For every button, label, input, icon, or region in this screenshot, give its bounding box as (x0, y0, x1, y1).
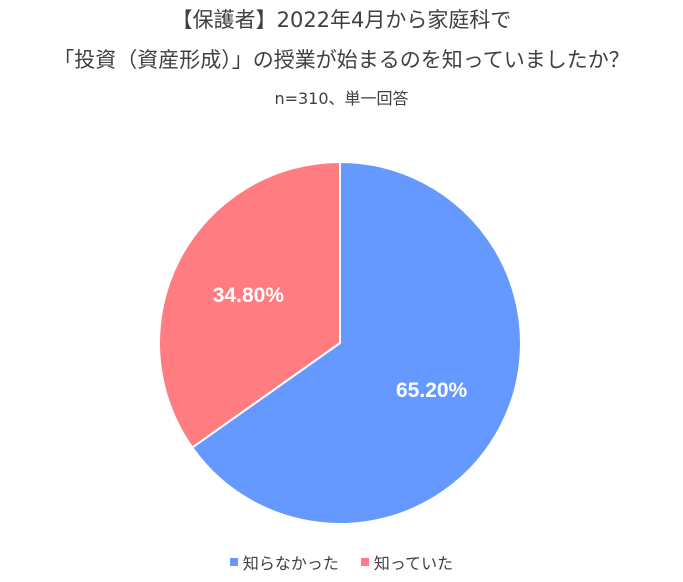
chart-legend: 知らなかった 知っていた (0, 550, 683, 574)
pie-slice-1 (158, 160, 341, 449)
data-label-1: 34.80% (213, 284, 285, 307)
pie-chart: 65.20% 34.80% (158, 160, 522, 525)
legend-item-1: 知っていた (360, 550, 454, 574)
legend-label-1: 知っていた (373, 554, 454, 573)
data-label-0: 65.20% (396, 379, 468, 402)
legend-swatch-0 (229, 558, 238, 566)
pie-slice-0 (190, 160, 522, 525)
legend-swatch-1 (360, 558, 369, 566)
chart-subtitle: n=310、単一回答 (274, 89, 409, 108)
legend-label-0: 知らなかった (242, 554, 339, 573)
chart-title-line1: 【保護者】2022年4月から家庭科で (171, 8, 512, 32)
chart-title-line2: 「投資（資産形成）」の授業が始まるのを知っていましたか？ (53, 48, 630, 72)
legend-item-0: 知らなかった (229, 550, 339, 574)
